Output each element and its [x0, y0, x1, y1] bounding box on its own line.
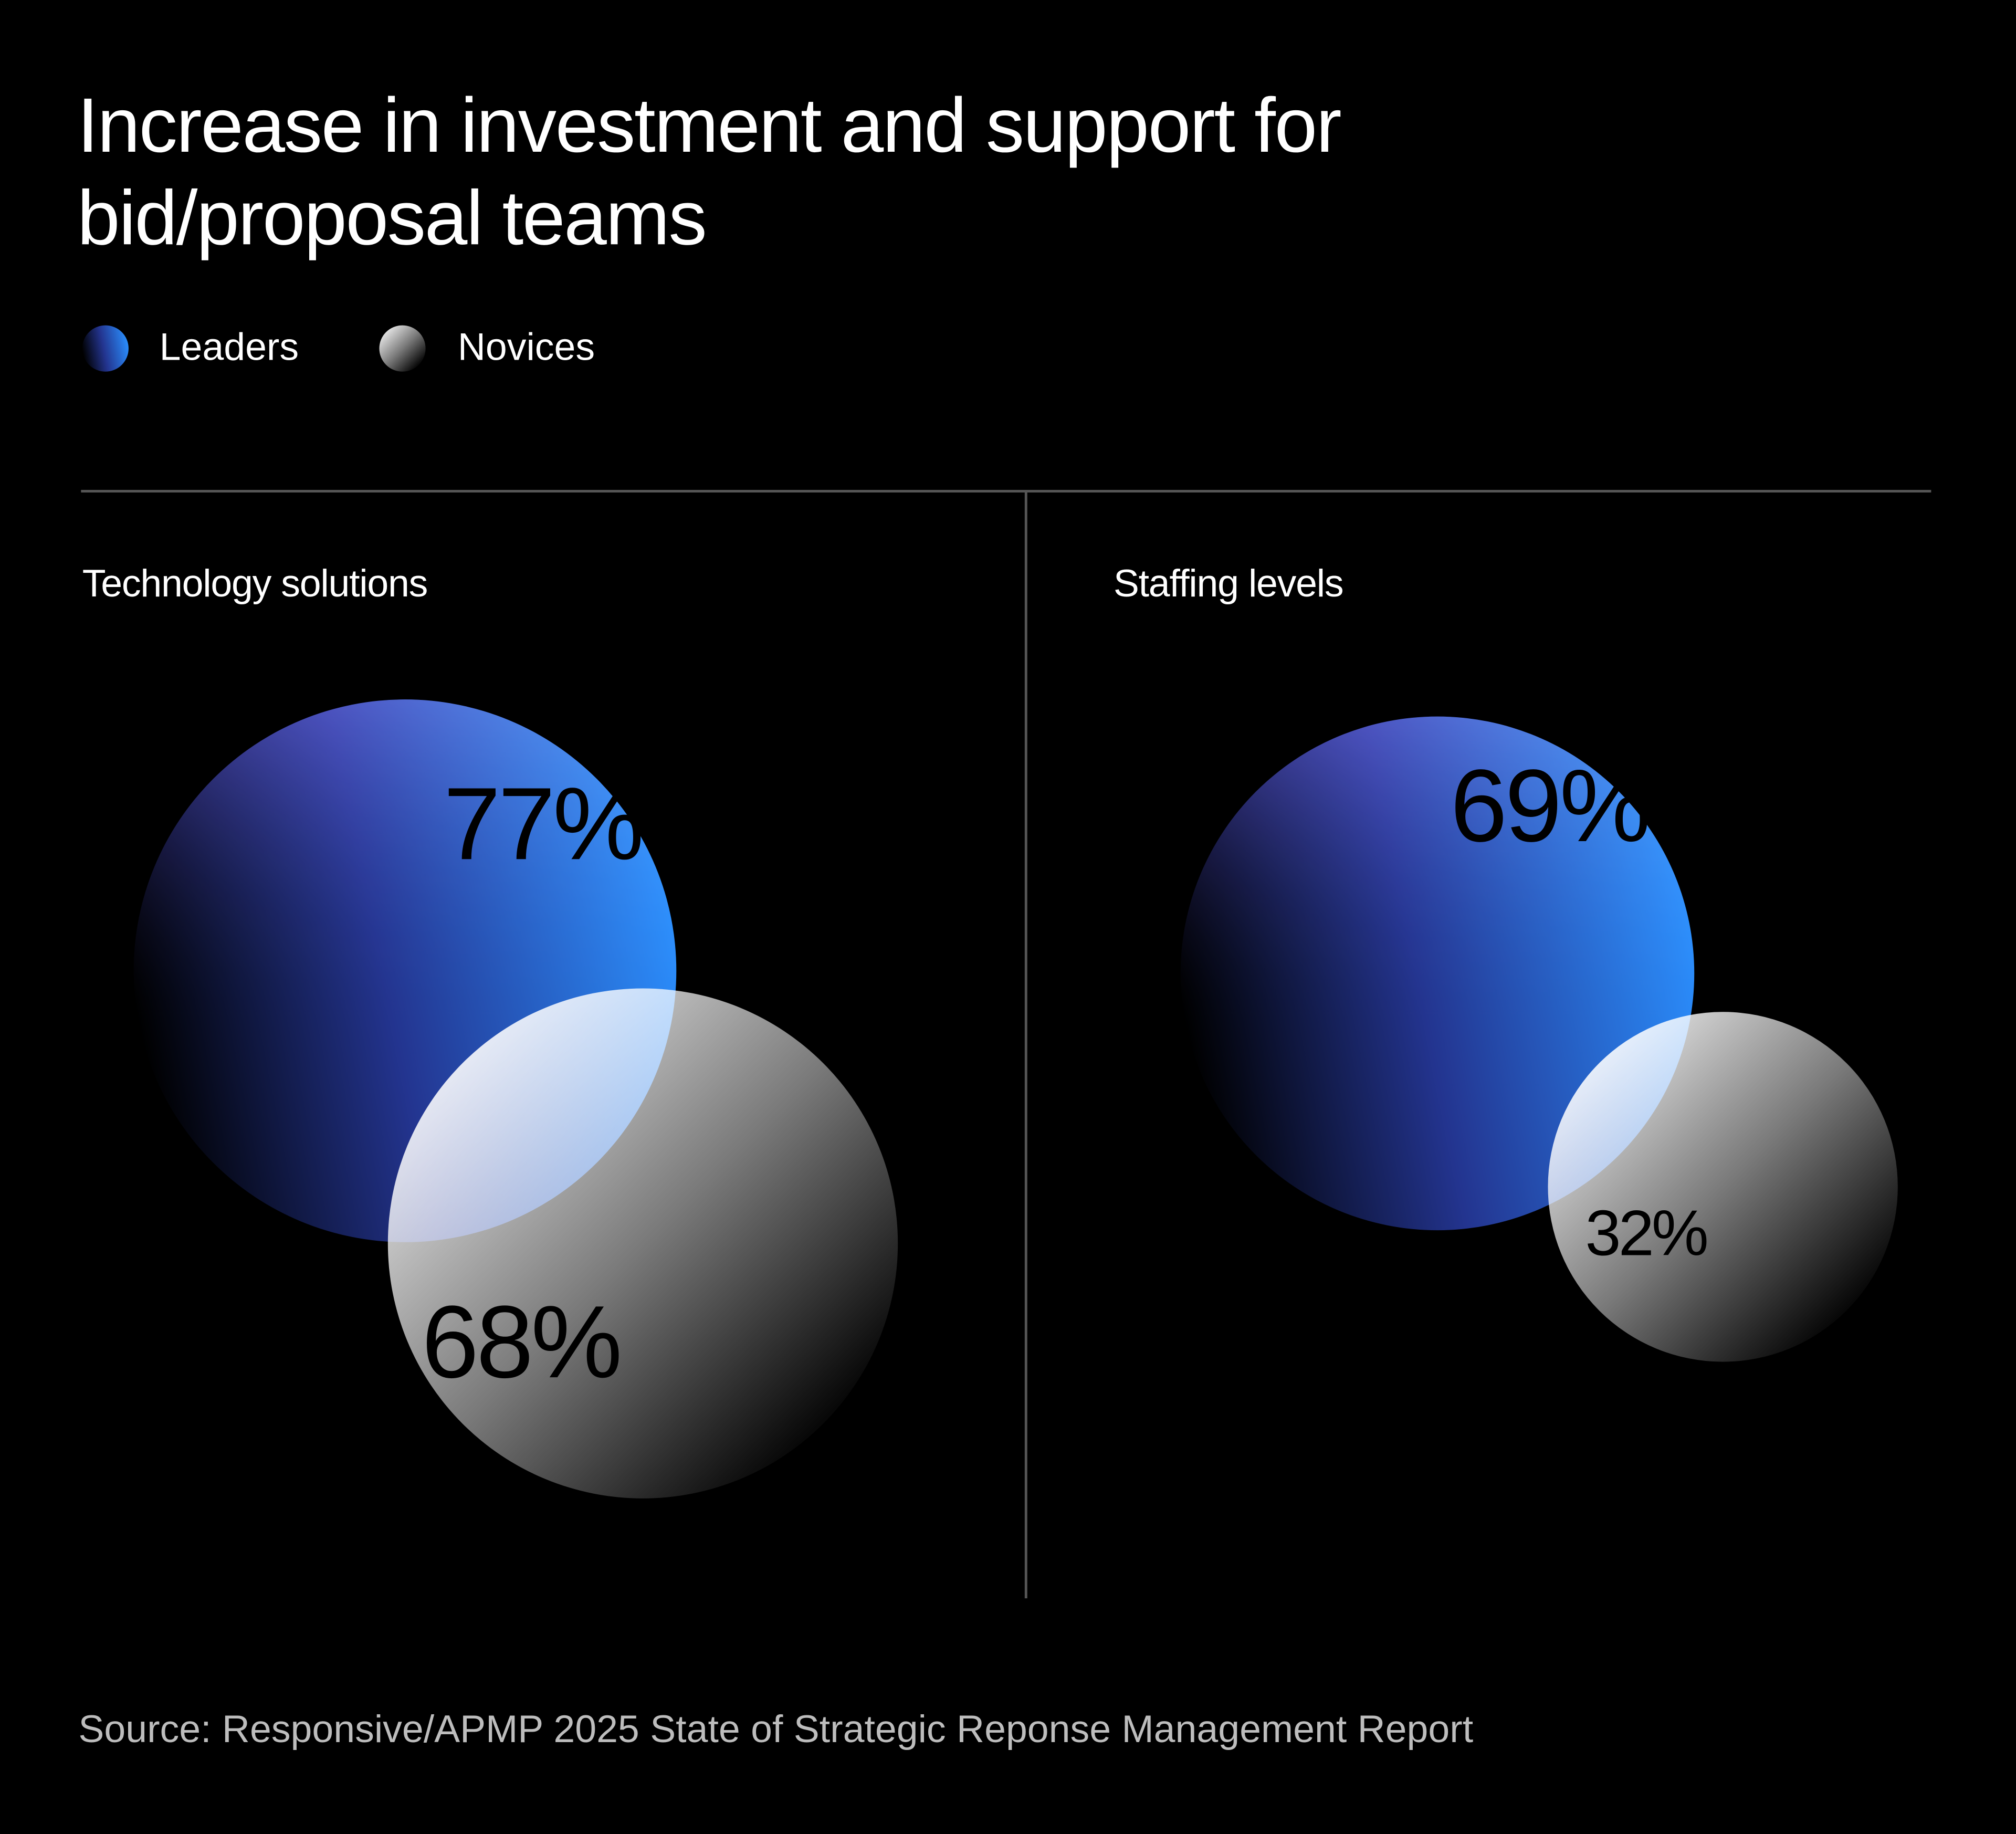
- legend: Leaders Novices: [82, 325, 595, 372]
- legend-swatch: [82, 325, 129, 372]
- panel-title: Technology solutions: [82, 561, 427, 605]
- panel-title: Staffing levels: [1114, 561, 1343, 605]
- legend-label: Novices: [458, 325, 595, 369]
- legend-label: Leaders: [160, 325, 299, 369]
- bubble-shade: [1180, 716, 1695, 1231]
- bubble: [1548, 1012, 1898, 1362]
- value-label: 32%: [1586, 1197, 1707, 1269]
- bubble: [387, 988, 898, 1498]
- value-label: 68%: [422, 1284, 620, 1399]
- source: Source: Responsive/APMP 2025 State of St…: [78, 1707, 1473, 1751]
- value-label: 69%: [1450, 748, 1648, 863]
- value-label: 77%: [444, 766, 642, 881]
- chart-title: Increase in investment and support for b…: [77, 82, 1342, 261]
- legend-swatch: [379, 325, 426, 372]
